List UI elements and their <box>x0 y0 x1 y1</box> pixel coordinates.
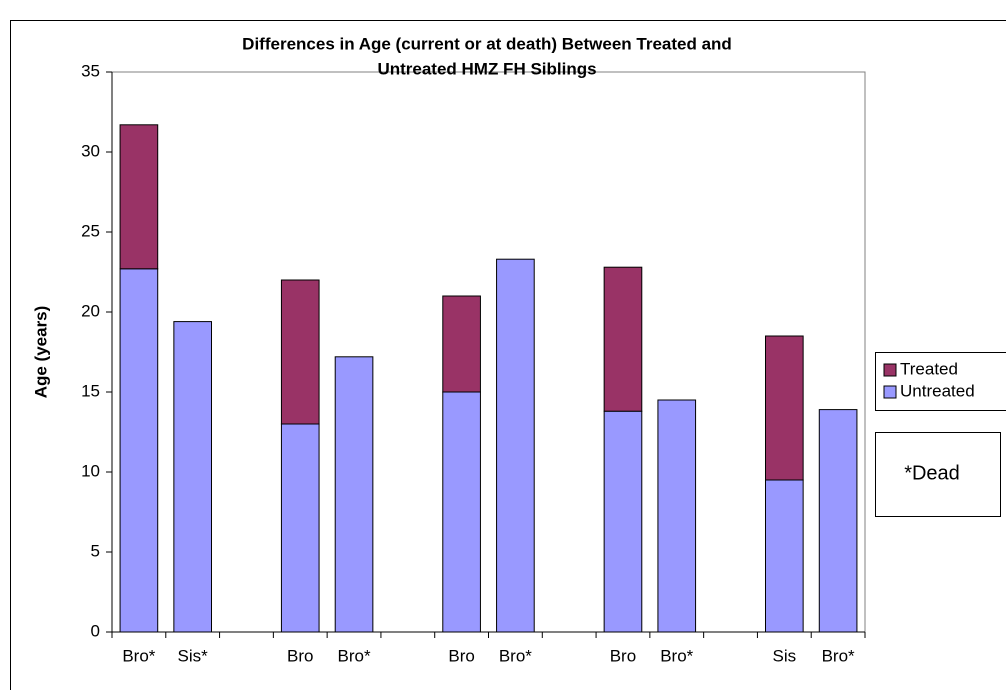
x-tick-label: Bro* <box>822 646 855 665</box>
legend <box>875 352 1006 411</box>
bar-segment <box>442 295 481 393</box>
y-tick-label: 0 <box>91 621 100 640</box>
x-tick-label: Sis* <box>178 646 209 665</box>
x-tick-label: Bro <box>610 646 636 665</box>
legend-swatch <box>883 385 897 399</box>
y-tick-label: 35 <box>81 61 100 80</box>
bar-segment <box>280 423 320 633</box>
y-tick-label: 15 <box>81 381 100 400</box>
x-tick-label: Bro <box>448 646 474 665</box>
bar-segment <box>442 391 481 633</box>
x-tick-label: Bro* <box>499 646 532 665</box>
legend-swatch <box>883 363 897 377</box>
bar-segment <box>280 279 320 425</box>
bar-segment <box>119 124 159 270</box>
legend-label: Treated <box>900 359 958 378</box>
legend-label: Untreated <box>900 381 975 400</box>
bar-segment <box>173 321 213 633</box>
y-tick-label: 5 <box>91 541 100 560</box>
bar-segment <box>334 356 374 633</box>
x-tick-label: Bro <box>287 646 313 665</box>
x-tick-label: Sis <box>773 646 797 665</box>
chart-title: Differences in Age (current or at death)… <box>242 34 732 53</box>
bar-segment <box>657 399 697 633</box>
y-axis-label: Age (years) <box>31 306 50 399</box>
x-tick-label: Bro* <box>337 646 370 665</box>
bar-segment <box>764 335 804 481</box>
bar-segment <box>764 479 804 633</box>
y-tick-label: 10 <box>81 461 100 480</box>
plot-area <box>111 71 866 633</box>
x-tick-label: Bro* <box>122 646 155 665</box>
y-tick-label: 20 <box>81 301 100 320</box>
annotation: *Dead <box>904 462 960 484</box>
y-tick-label: 30 <box>81 141 100 160</box>
annotation-box <box>875 432 1001 517</box>
bar-segment <box>119 268 159 633</box>
bar-segment <box>603 410 643 633</box>
y-tick-label: 25 <box>81 221 100 240</box>
bar-segment <box>603 266 643 412</box>
chart-title: Untreated HMZ FH Siblings <box>377 59 596 78</box>
bar-segment <box>818 409 858 633</box>
x-tick-label: Bro* <box>660 646 693 665</box>
bar-segment <box>496 258 535 633</box>
